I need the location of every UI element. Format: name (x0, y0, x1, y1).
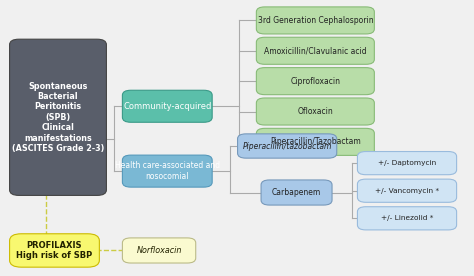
FancyBboxPatch shape (357, 207, 456, 230)
Text: +/- Linezolid *: +/- Linezolid * (381, 215, 433, 221)
FancyBboxPatch shape (122, 90, 212, 122)
FancyBboxPatch shape (357, 179, 456, 202)
FancyBboxPatch shape (256, 37, 374, 64)
Text: Norfloxacin: Norfloxacin (137, 246, 182, 255)
FancyBboxPatch shape (256, 98, 374, 125)
Text: 3rd Generation Cephalosporin: 3rd Generation Cephalosporin (257, 16, 373, 25)
FancyBboxPatch shape (261, 180, 332, 205)
FancyBboxPatch shape (237, 134, 337, 158)
Text: Ofloxacin: Ofloxacin (298, 107, 333, 116)
Text: +/- Daptomycin: +/- Daptomycin (378, 160, 436, 166)
Text: Piperacillin/Tazobactam: Piperacillin/Tazobactam (270, 137, 361, 146)
FancyBboxPatch shape (122, 238, 196, 263)
FancyBboxPatch shape (122, 155, 212, 187)
Text: Piperacillin/tazobactam: Piperacillin/tazobactam (243, 142, 332, 150)
FancyBboxPatch shape (357, 152, 456, 175)
Text: Spontaneous
Bacterial
Peritonitis
(SPB)
Clinical
manifestations
(ASCITES Grade 2: Spontaneous Bacterial Peritonitis (SPB) … (12, 82, 104, 153)
Text: Ciprofloxacin: Ciprofloxacin (291, 77, 340, 86)
FancyBboxPatch shape (256, 7, 374, 34)
Text: Community-acquired: Community-acquired (123, 102, 211, 111)
FancyBboxPatch shape (9, 39, 107, 195)
Text: Carbapenem: Carbapenem (272, 188, 321, 197)
FancyBboxPatch shape (256, 128, 374, 155)
Text: +/- Vancomycin *: +/- Vancomycin * (375, 188, 439, 194)
FancyBboxPatch shape (256, 68, 374, 95)
FancyBboxPatch shape (9, 234, 100, 267)
Text: Health care-associated and
nosocomial: Health care-associated and nosocomial (115, 161, 220, 181)
Text: Amoxicillin/Clavulanic acid: Amoxicillin/Clavulanic acid (264, 46, 367, 55)
Text: PROFILAXIS
High risk of SBP: PROFILAXIS High risk of SBP (16, 241, 92, 260)
